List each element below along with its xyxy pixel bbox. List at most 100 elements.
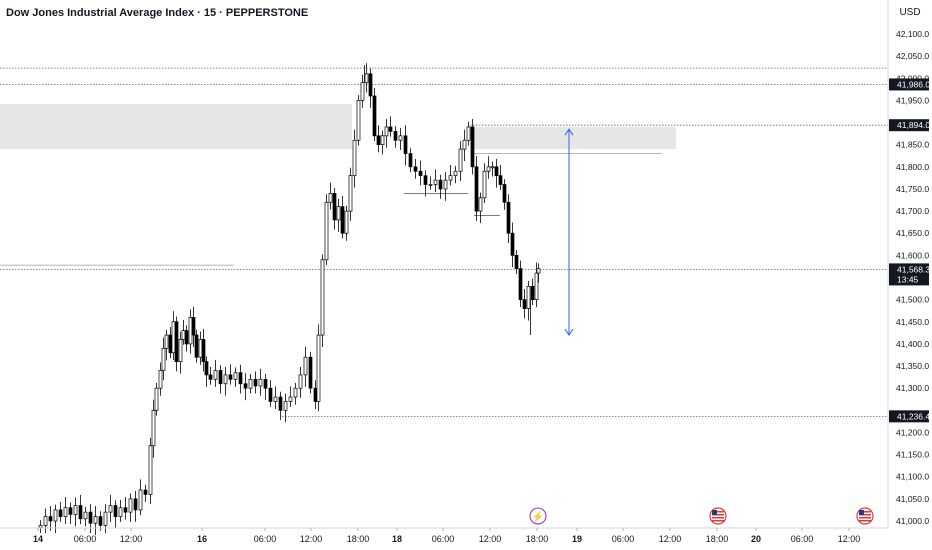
candle-down [506,201,511,234]
candle-up [103,511,108,526]
candle-up [198,339,203,358]
candle-down [388,126,393,132]
candle-down [218,370,223,385]
candle-down [518,268,523,300]
candle-down [332,193,337,221]
candle-down [168,334,173,354]
candle-down [68,507,73,515]
time-tick-label: 06:00 [612,534,635,544]
candle-up [154,387,159,411]
candle-up [360,82,365,101]
candle-up [303,356,308,376]
lightning-event[interactable]: ⚡ [529,507,547,525]
candle-up [138,489,143,511]
us-flag-event-1[interactable] [709,507,727,525]
price-tick-label: 42,100.0 [896,29,929,39]
candle-down [201,339,206,362]
flag-stripe [712,511,724,513]
candle-up [478,197,483,212]
price-tag-box[interactable] [889,78,929,91]
candle-down [470,126,475,168]
candle-up [344,210,349,234]
candle-up [223,374,228,385]
flag-canton [859,510,864,515]
candle-down [474,166,479,212]
candle-up [188,316,193,345]
candle-up [398,135,403,141]
currency-label[interactable]: USD [899,7,921,18]
flag-canton [712,510,717,515]
candle-down [123,507,128,513]
candle-up [164,334,169,349]
candle-up [151,409,156,447]
candle-down [530,286,535,300]
arrow-head-down[interactable] [564,328,574,336]
candles [38,63,541,536]
price-tick-label: 42,050.0 [896,51,929,61]
candle-down [184,330,189,345]
price-tag-box[interactable] [889,263,929,286]
time-tick-label: 12:00 [120,534,143,544]
candle-down [48,516,53,522]
price-tick-label: 41,600.0 [896,250,929,260]
candle-down [376,135,381,146]
candle-down [98,516,103,526]
flag-stripe [712,514,724,516]
price-tag-box[interactable] [889,119,929,132]
candle-up [38,525,43,528]
candle-up [428,184,433,186]
arrow-head-up[interactable] [564,128,574,136]
candle-up [233,372,238,380]
event-markers: ⚡ [529,507,874,525]
time-tick-label: 06:00 [791,534,814,544]
candle-up [43,516,48,526]
candle-down [403,135,408,154]
candle-down [423,175,428,185]
candle-up [324,201,329,261]
candle-down [194,334,199,358]
candle-up [148,445,153,495]
candle-up [53,509,58,522]
candle-up [348,175,353,212]
price-tick-label: 41,150.0 [896,450,929,460]
time-tick-label: 12:00 [659,534,682,544]
candle-down [308,356,313,389]
time-tick-label: 16 [197,534,207,544]
candle-down [418,170,423,177]
us-flag-event-2[interactable] [856,507,874,525]
chart-title: Dow Jones Industrial Average Index · 15 … [6,7,309,19]
time-tick-label: 12:00 [838,534,861,544]
price-tick-label: 41,950.0 [896,95,929,105]
candle-up [273,396,278,402]
price-tick-label: 41,500.0 [896,295,929,305]
price-tick-label: 42,000.0 [896,73,929,83]
candle-up [213,370,218,380]
candle-up [462,139,467,150]
candle-down [268,387,273,402]
candle-down [408,153,413,168]
candle-up [384,126,389,137]
candle-up [433,179,438,185]
candle-down [88,511,93,524]
price-tag-box[interactable] [889,410,929,423]
supply-zone[interactable] [470,126,676,150]
candle-up [320,259,325,336]
price-tick-label: 41,200.0 [896,427,929,437]
candle-up [63,507,68,517]
supply-zone[interactable] [0,103,352,150]
price-tag-countdown: 13:45 [897,274,919,284]
flag-stripe [712,517,724,519]
price-tick-label: 41,450.0 [896,317,929,327]
price-tick-label: 41,400.0 [896,339,929,349]
time-tick-label: 18 [392,534,402,544]
candle-up [526,286,531,309]
time-tick-label: 18:00 [526,534,549,544]
time-axis: 14 06:00 12:00 16 06:00 12:00 18:00 18 06:00 12:0… [33,528,860,544]
flag-stripe [712,520,724,522]
time-tick-label: 06:00 [74,534,97,544]
time-tick-label: 14 [33,534,43,544]
candle-down [253,378,258,387]
price-tick-label: 41,650.0 [896,228,929,238]
time-tick-label: 06:00 [432,534,455,544]
